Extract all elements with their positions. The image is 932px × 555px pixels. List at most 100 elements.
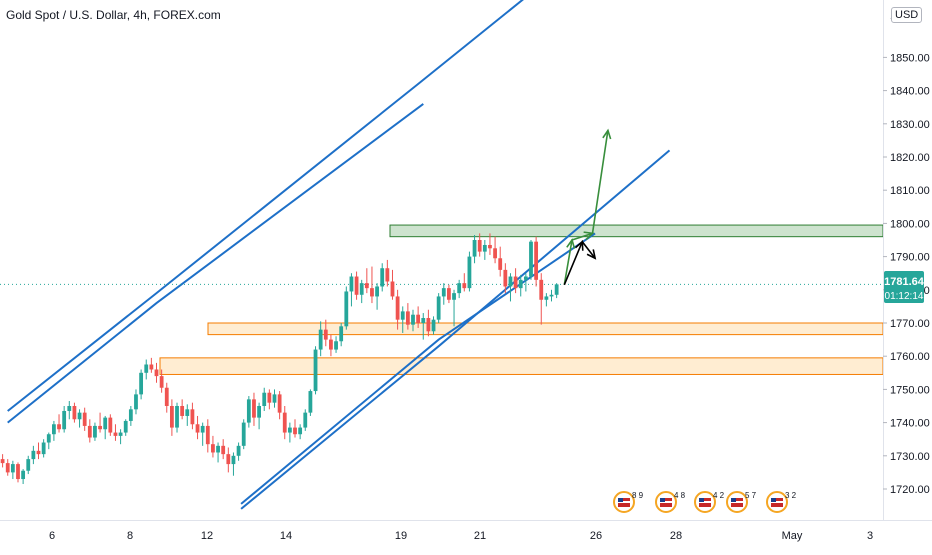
us-flag-icon[interactable]: 3 2 (766, 491, 797, 513)
candle-body (539, 279, 544, 300)
channel-lower-outer-line[interactable] (240, 149, 671, 510)
candle-body (287, 427, 292, 433)
candle-body (262, 392, 267, 406)
candle (513, 268, 518, 294)
candle (447, 284, 451, 304)
candle-body (216, 445, 220, 453)
candle-body (477, 240, 482, 252)
us-flag-icon[interactable]: 5 7 (726, 491, 757, 513)
candle (185, 404, 190, 426)
candle-body (518, 279, 523, 289)
projection-bullish-arrow[interactable] (563, 128, 612, 285)
candle (103, 415, 108, 440)
candle (21, 469, 26, 485)
currency-button[interactable]: USD (891, 7, 923, 23)
y-tick-label: 1730.00 (890, 451, 930, 463)
flag-stripe-white (731, 501, 743, 503)
candle-body (308, 391, 313, 413)
candle (370, 266, 374, 304)
candle (405, 303, 410, 330)
event-badge-label: 8 9 (632, 491, 644, 500)
candle-body (26, 459, 31, 471)
candle (252, 392, 256, 426)
candle (16, 462, 20, 483)
y-tick-label: 1810.00 (890, 185, 930, 197)
candle (205, 419, 210, 453)
candle (272, 389, 277, 408)
us-flag-icon[interactable]: 4 8 (655, 491, 686, 513)
x-tick-label: 6 (49, 530, 55, 542)
candle (477, 233, 482, 257)
candle-body (277, 394, 282, 413)
channel-upper-inner-line[interactable] (7, 103, 424, 424)
y-tick-label: 1770.00 (890, 318, 930, 330)
candle-body (149, 364, 154, 370)
candle (416, 306, 421, 328)
candle-body (339, 326, 344, 342)
candle-body (0, 459, 5, 464)
x-tick-label: 8 (127, 530, 133, 542)
candle (554, 283, 559, 299)
candle (426, 309, 431, 337)
candle (313, 346, 318, 395)
candle (441, 283, 446, 305)
candle-body (452, 293, 456, 300)
y-tick-label: 1760.00 (890, 351, 930, 363)
candle (52, 420, 56, 441)
candle-body (344, 291, 349, 327)
candle (10, 460, 15, 480)
candle (221, 439, 226, 460)
us-flag-icon[interactable]: 4 2 (694, 491, 725, 513)
candle (303, 409, 308, 431)
candle-body (21, 470, 26, 480)
candle-body (113, 432, 118, 436)
candle (164, 382, 169, 413)
candle-body (385, 268, 390, 282)
channel-upper-outer-line[interactable] (7, 0, 670, 412)
candle-body (41, 442, 46, 455)
candle-body (431, 319, 436, 332)
candle-body (267, 392, 272, 403)
arrow-head (586, 249, 597, 260)
candle-body (67, 406, 72, 411)
candle (518, 274, 523, 297)
candle-body (534, 241, 539, 280)
candle-body (395, 296, 400, 320)
candle (488, 233, 492, 255)
candle-body (554, 284, 559, 295)
candle-body (195, 424, 200, 433)
us-flag-icon[interactable]: 8 9 (613, 491, 644, 513)
candle-body (375, 286, 379, 297)
candle (344, 286, 349, 330)
candle-body (211, 444, 215, 453)
candle-body (16, 464, 20, 480)
candle (529, 240, 533, 280)
candle (46, 432, 51, 450)
candle (72, 402, 77, 423)
x-tick-label: 3 (867, 530, 873, 542)
candle (411, 309, 415, 332)
candle-body (493, 248, 497, 259)
channel-lower-inner-line[interactable] (240, 232, 596, 505)
candle-body (513, 276, 518, 289)
candle-body (139, 372, 144, 395)
y-tick-label: 1720.00 (890, 484, 930, 496)
candle-body (349, 276, 354, 292)
candle (31, 445, 36, 465)
candle (0, 454, 5, 468)
candle-body (293, 427, 297, 435)
candle (77, 409, 82, 428)
candle (503, 263, 508, 294)
candle (534, 236, 539, 287)
y-tick-label: 1790.00 (890, 252, 930, 264)
y-tick-label: 1840.00 (890, 86, 930, 98)
projection-alt-arrow[interactable] (563, 239, 597, 286)
candle-body (416, 314, 421, 323)
candle-body (421, 318, 426, 323)
candle (200, 422, 205, 446)
candle (431, 316, 436, 335)
candle (267, 389, 272, 410)
candle-body (200, 425, 205, 433)
